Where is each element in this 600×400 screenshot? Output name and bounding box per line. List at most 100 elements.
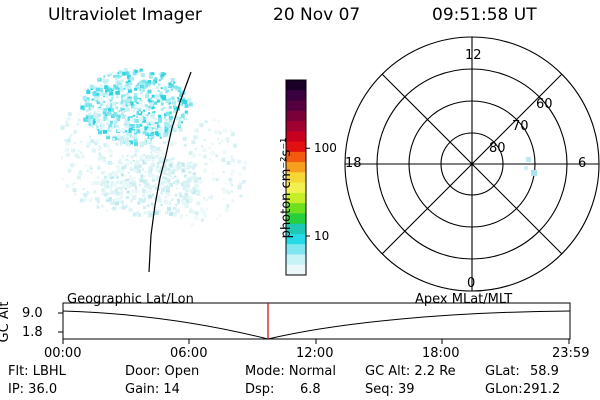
aurora-pixel (109, 99, 112, 102)
aurora-pixel (172, 165, 177, 170)
aurora-pixel (148, 122, 151, 124)
aurora-pixel (122, 71, 127, 76)
aurora-pixel (156, 161, 160, 165)
colorbar (286, 80, 310, 276)
aurora-pixel (117, 198, 122, 203)
aurora-pixel (119, 158, 122, 160)
aurora-pixel (136, 116, 139, 118)
glat-label: GLat: (485, 364, 520, 379)
aurora-pixel (175, 208, 180, 213)
aurora-pixel (199, 123, 204, 128)
aurora-pixel (224, 182, 227, 185)
aurora-pixel (165, 99, 170, 103)
aurora-pixel (140, 73, 145, 78)
aurora-pixel (109, 189, 112, 192)
polar-pixel (524, 166, 528, 170)
aurora-pixel (112, 138, 115, 140)
aurora-pixel (106, 135, 111, 140)
aurora-pixel (129, 124, 132, 126)
aurora-pixel (145, 121, 149, 125)
aurora-pixel (111, 207, 114, 210)
aurora-pixel (123, 174, 126, 177)
aurora-pixel (100, 123, 105, 128)
aurora-pixel (119, 75, 122, 78)
aurora-pixel (109, 91, 113, 96)
aurora-pixel (74, 153, 79, 158)
colorbar-band (286, 141, 306, 153)
aurora-pixel (163, 189, 166, 192)
aurora-pixel (99, 92, 104, 96)
aurora-pixel (229, 128, 233, 132)
aurora-pixel (101, 179, 106, 184)
aurora-pixel (167, 211, 169, 214)
aurora-pixel (123, 84, 127, 88)
aurora-pixel (137, 164, 142, 169)
aurora-pixel (141, 104, 145, 108)
aurora-pixel (149, 127, 153, 131)
aurora-pixel (142, 194, 146, 198)
aurora-pixel (163, 133, 168, 138)
aurora-pixel (82, 95, 87, 100)
aurora-pixel (144, 159, 148, 163)
polar-label-0: 0 (467, 276, 476, 291)
aurora-pixel (185, 189, 189, 193)
aurora-pixel (83, 99, 86, 102)
aurora-pixel (142, 112, 146, 117)
aurora-pixel (152, 160, 155, 163)
aurora-pixel (154, 150, 157, 153)
aurora-pixel (237, 185, 242, 190)
aurora-pixel (137, 169, 142, 174)
aurora-pixel (89, 84, 94, 89)
aurora-pixel (103, 129, 107, 134)
aurora-pixel (159, 149, 162, 152)
aurora-pixel (168, 105, 172, 109)
aurora-pixel (226, 206, 229, 209)
aurora-pixel (111, 190, 116, 195)
aurora-pixel (194, 216, 199, 221)
aurora-pixel (66, 117, 69, 120)
door-readout: Door: Open (125, 364, 200, 379)
aurora-pixel (133, 95, 138, 100)
aurora-pixel (123, 68, 128, 72)
aurora-pixel (222, 171, 225, 174)
aurora-pixel (168, 128, 172, 132)
aurora-pixel (64, 139, 67, 142)
aurora-pixel (101, 159, 105, 162)
aurora-pixel (215, 217, 218, 220)
aurora-pixel (231, 199, 234, 202)
aurora-pixel (137, 107, 142, 112)
aurora-pixel (148, 185, 153, 190)
aurora-pixel (169, 85, 173, 89)
aurora-pixel (141, 79, 146, 84)
aurora-pixel (124, 93, 127, 96)
aurora-pixel (155, 117, 158, 120)
aurora-pixel (97, 108, 102, 113)
aurora-pixel (90, 171, 93, 174)
aurora-pixel (129, 118, 134, 122)
aurora-pixel (100, 108, 104, 112)
aurora-pixel (96, 119, 100, 123)
aurora-pixel (148, 100, 152, 104)
aurora-pixel (120, 79, 124, 83)
aurora-pixel (74, 193, 77, 196)
aurora-pixel (160, 100, 163, 103)
aurora-pixel (164, 126, 167, 129)
aurora-pixel (92, 120, 97, 125)
aurora-pixel (104, 160, 108, 164)
observation-time: 09:51:58 UT (432, 5, 537, 25)
aurora-pixel (118, 186, 121, 190)
aurora-pixel (151, 106, 155, 110)
aurora-pixel (66, 138, 71, 143)
aurora-pixel (165, 122, 170, 127)
aurora-pixel (168, 159, 171, 163)
aurora-pixel (175, 168, 179, 172)
colorbar-band (286, 80, 306, 91)
aurora-pixel (203, 197, 206, 200)
aurora-pixel (163, 172, 167, 175)
aurora-pixel (83, 192, 88, 197)
aurora-pixel (132, 212, 137, 217)
aurora-pixel (133, 168, 138, 173)
aurora-pixel (176, 116, 180, 121)
aurora-pixel (115, 175, 119, 179)
aurora-pixel (80, 151, 83, 154)
